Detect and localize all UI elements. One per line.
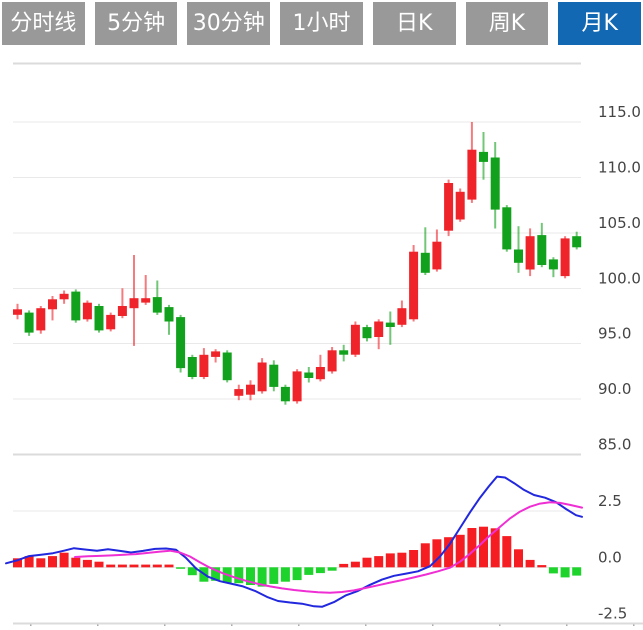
tab-month-k[interactable]: 月K	[558, 2, 642, 45]
candle-series	[13, 122, 582, 405]
macd-axis-labels: 2.5 0.0 -2.5	[598, 492, 627, 622]
dea-line	[74, 501, 583, 594]
dif-line	[5, 475, 583, 608]
svg-text:105.0: 105.0	[598, 214, 641, 232]
svg-text:90.0: 90.0	[598, 380, 631, 398]
tab-time-share[interactable]: 分时线	[2, 2, 85, 45]
period-tabbar: 分时线 5分钟 30分钟 1小时 日K 周K 月K	[2, 2, 642, 45]
tab-week-k[interactable]: 周K	[465, 2, 549, 45]
tab-30min[interactable]: 30分钟	[187, 2, 271, 45]
svg-text:2.5: 2.5	[598, 492, 622, 510]
svg-text:110.0: 110.0	[598, 158, 641, 176]
macd-histogram	[13, 526, 582, 587]
tab-1hour[interactable]: 1小时	[280, 2, 363, 45]
tab-5min[interactable]: 5分钟	[94, 2, 178, 45]
tab-day-k[interactable]: 日K	[372, 2, 456, 45]
svg-text:100.0: 100.0	[598, 269, 641, 287]
svg-text:0.0: 0.0	[598, 548, 622, 566]
price-axis-labels: 115.0 110.0 105.0 100.0 95.0 90.0 85.0	[598, 103, 641, 454]
svg-text:85.0: 85.0	[598, 436, 631, 454]
svg-text:-2.5: -2.5	[598, 604, 627, 622]
svg-text:115.0: 115.0	[598, 103, 641, 121]
svg-text:95.0: 95.0	[598, 325, 631, 343]
